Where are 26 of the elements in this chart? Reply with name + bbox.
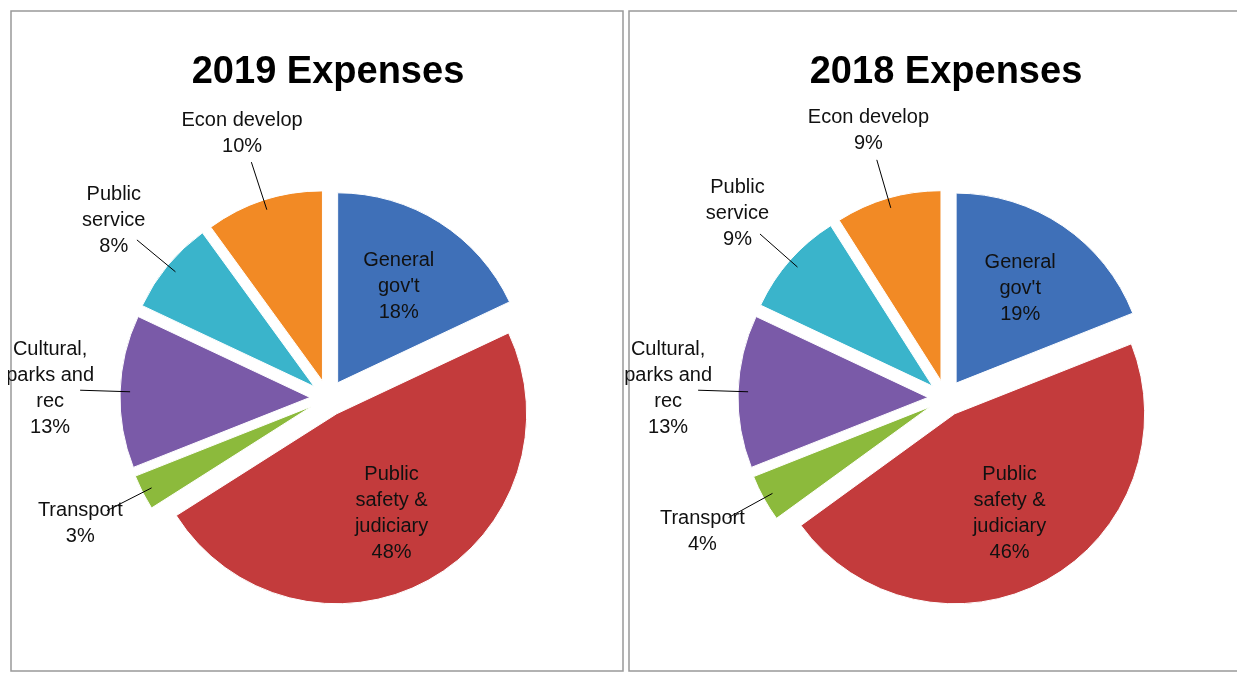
data-label: 4% [687, 532, 718, 555]
slice-label: Cultural, parks and rec [624, 337, 713, 412]
slice-label: Public service [82, 182, 146, 231]
slice-label: Transport [37, 498, 124, 521]
slice-label: Transport [659, 506, 746, 529]
slice-label: Public safety & judiciary [971, 461, 1047, 536]
slice-label: Econ develop [181, 107, 303, 130]
data-label: 13% [30, 415, 71, 438]
slice-label: General gov't [363, 247, 435, 296]
data-label: 10% [222, 133, 263, 156]
data-label: 9% [723, 227, 753, 250]
slice-label: Econ develop [807, 105, 930, 128]
slice-label: Public service [705, 175, 770, 224]
data-label: 48% [371, 539, 412, 562]
data-label: 9% [853, 131, 884, 154]
data-label: 3% [65, 524, 95, 547]
data-label: 13% [648, 415, 689, 438]
data-label: 46% [989, 539, 1030, 562]
chart-title: 2018 Expenses [809, 49, 1083, 91]
slice-label: General gov't [984, 250, 1056, 299]
slice-label: Cultural, parks and rec [6, 337, 95, 412]
chart-title: 2019 Expenses [191, 49, 465, 91]
data-label: 8% [99, 234, 129, 257]
data-label: 19% [1000, 302, 1041, 325]
slice-label: Public safety & judiciary [353, 461, 429, 536]
data-label: 18% [378, 299, 419, 322]
